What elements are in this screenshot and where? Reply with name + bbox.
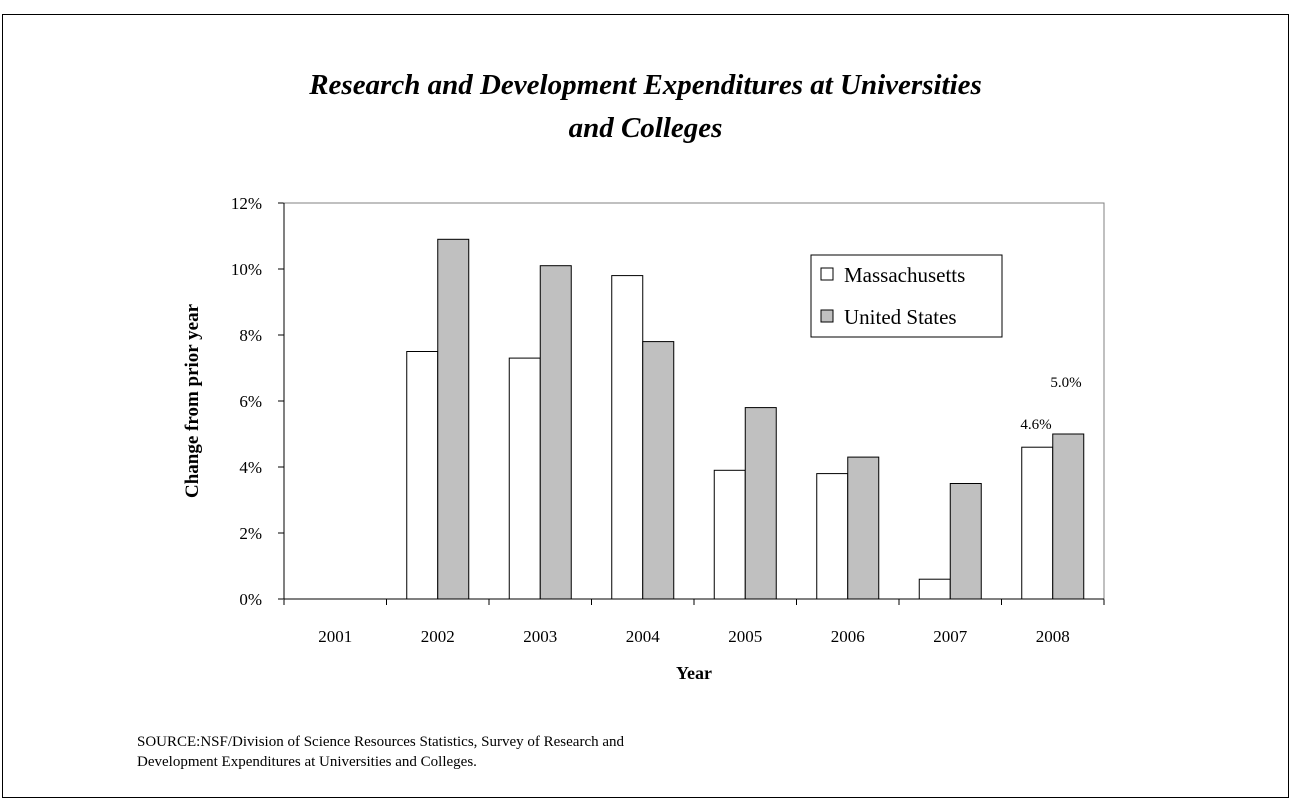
bar-massachusetts-2004: [611, 275, 644, 600]
chart-title: Research and Development Expenditures at…: [0, 64, 1291, 150]
x-tick-label: 2008: [1036, 627, 1070, 646]
y-tick-label: 12%: [231, 194, 262, 213]
bar-massachusetts-2006: [816, 473, 849, 600]
bar-massachusetts-2002: [406, 351, 439, 600]
legend-label-massachusetts: Massachusetts: [844, 263, 965, 287]
bar-united-states-2005: [744, 407, 777, 600]
data-label-massachusetts-2008: 4.6%: [1020, 417, 1051, 433]
x-axis-label: Year: [676, 663, 712, 683]
x-tick-label: 2005: [728, 627, 762, 646]
chart-title-line-1: Research and Development Expenditures at…: [309, 69, 982, 101]
bar-united-states-2004: [642, 341, 675, 600]
y-axis-label: Change from prior year: [182, 303, 203, 498]
source-note-line-1: SOURCE:NSF/Division of Science Resources…: [137, 734, 625, 750]
bar-united-states-2002: [437, 238, 470, 600]
y-tick-label: 8%: [239, 326, 262, 345]
legend-swatch-united-states: [820, 309, 834, 323]
legend-swatch-massachusetts: [820, 267, 834, 281]
x-tick-label: 2004: [626, 627, 661, 646]
bar-massachusetts-2008: [1021, 446, 1054, 600]
y-tick-label: 0%: [239, 590, 262, 609]
bar-united-states-2006: [847, 456, 880, 600]
legend-label-united-states: United States: [844, 305, 957, 329]
x-tick-label: 2003: [523, 627, 557, 646]
bar-united-states-2008: [1052, 433, 1085, 600]
bar-massachusetts-2007: [918, 578, 951, 600]
x-tick-label: 2007: [933, 627, 968, 646]
x-axis-ticks: 2001 2002 2003 2004 2005 2006 2007 2008: [283, 599, 1105, 646]
bar-united-states-2003: [539, 265, 572, 600]
y-tick-label: 4%: [239, 458, 262, 477]
x-tick-label: 2002: [421, 627, 455, 646]
legend: Massachusetts United States: [810, 254, 1003, 338]
bar-massachusetts-2003: [508, 357, 541, 600]
y-tick-label: 2%: [239, 524, 262, 543]
x-tick-label: 2006: [831, 627, 865, 646]
chart-frame: [2, 14, 1289, 798]
data-label-united-states-2008: 5.0%: [1050, 375, 1081, 391]
y-axis-ticks: 0% 2% 4% 6% 8% 10% 12%: [231, 194, 284, 609]
x-tick-label: 2001: [318, 627, 352, 646]
chart-title-line-2: and Colleges: [568, 112, 723, 144]
bar-massachusetts-2005: [713, 469, 746, 600]
source-note: SOURCE:NSF/Division of Science Resources…: [137, 732, 897, 772]
bar-united-states-2007: [949, 483, 982, 600]
source-note-line-2: Development Expenditures at Universities…: [137, 754, 477, 770]
y-tick-label: 6%: [239, 392, 262, 411]
legend-box: [810, 254, 1003, 338]
y-tick-label: 10%: [231, 260, 262, 279]
